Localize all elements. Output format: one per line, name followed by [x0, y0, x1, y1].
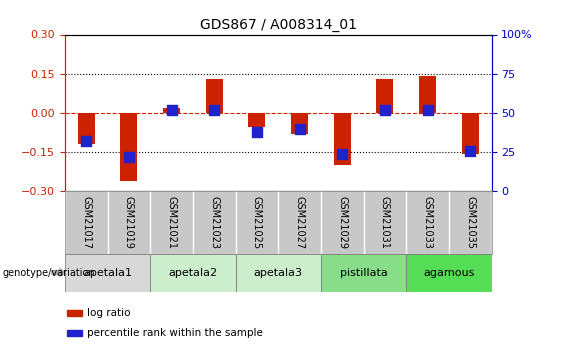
Text: GSM21033: GSM21033: [423, 196, 433, 249]
Point: [466, 148, 475, 154]
Bar: [462, 113, 479, 154]
Bar: [120, 113, 137, 181]
Text: percentile rank within the sample: percentile rank within the sample: [87, 328, 263, 338]
Text: apetala1: apetala1: [83, 268, 132, 277]
Text: GSM21029: GSM21029: [337, 196, 347, 249]
Bar: [321, 254, 406, 292]
Text: GSM21025: GSM21025: [252, 196, 262, 249]
Bar: [419, 76, 436, 113]
Bar: [206, 79, 223, 113]
Point: [380, 107, 389, 112]
Text: GSM21035: GSM21035: [465, 196, 475, 249]
Text: log ratio: log ratio: [87, 308, 131, 318]
Point: [423, 107, 432, 112]
Bar: [249, 113, 266, 127]
Point: [167, 107, 176, 112]
Bar: [291, 113, 308, 134]
Text: GSM21021: GSM21021: [167, 196, 177, 249]
Bar: [163, 108, 180, 113]
Bar: [67, 330, 82, 336]
Bar: [67, 310, 82, 316]
Bar: [376, 79, 393, 113]
Text: GSM21019: GSM21019: [124, 196, 134, 249]
Text: pistillata: pistillata: [340, 268, 388, 277]
Title: GDS867 / A008314_01: GDS867 / A008314_01: [200, 18, 357, 32]
Text: GSM21027: GSM21027: [294, 196, 305, 249]
Bar: [78, 113, 95, 145]
Bar: [65, 254, 150, 292]
Point: [210, 107, 219, 112]
Bar: [150, 254, 236, 292]
Point: [82, 138, 91, 144]
Text: genotype/variation: genotype/variation: [3, 268, 95, 277]
Text: apetala3: apetala3: [254, 268, 303, 277]
Text: agamous: agamous: [423, 268, 475, 277]
Point: [124, 154, 133, 160]
Point: [295, 126, 304, 131]
Bar: [406, 254, 492, 292]
Point: [253, 129, 262, 135]
Text: apetala2: apetala2: [168, 268, 218, 277]
Bar: [334, 113, 351, 165]
Text: GSM21031: GSM21031: [380, 196, 390, 249]
Bar: [236, 254, 321, 292]
Text: GSM21023: GSM21023: [209, 196, 219, 249]
Point: [338, 151, 347, 157]
Text: GSM21017: GSM21017: [81, 196, 92, 249]
